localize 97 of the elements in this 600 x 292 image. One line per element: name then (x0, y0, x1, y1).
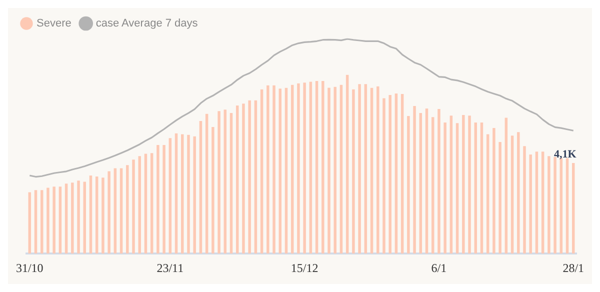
bar (566, 158, 569, 254)
bar (517, 132, 520, 254)
bar (462, 114, 465, 254)
x-tick-label: 28/1 (562, 260, 584, 275)
bar (364, 84, 368, 254)
bar (254, 100, 258, 254)
bar (278, 88, 282, 254)
bar (248, 100, 251, 254)
bar (328, 88, 330, 254)
bar (290, 84, 294, 254)
bar (150, 153, 154, 254)
bar (71, 182, 74, 254)
bar (212, 126, 214, 254)
bar (205, 114, 208, 254)
bar (419, 113, 422, 254)
x-tick-label: 6/1 (431, 260, 447, 275)
bar (181, 134, 184, 254)
bar (474, 122, 477, 254)
bar (548, 156, 550, 254)
x-tick-label: 15/12 (290, 260, 318, 275)
bar (468, 116, 471, 254)
bar (102, 178, 104, 254)
bar (266, 85, 270, 254)
annotation: 4,1K (554, 148, 577, 160)
bar (535, 152, 538, 254)
legend-label: Severe (36, 18, 72, 30)
bar (187, 134, 190, 254)
bar (486, 134, 490, 254)
bar (438, 108, 440, 254)
bar (400, 94, 404, 254)
bar (523, 146, 526, 254)
bar (297, 83, 300, 254)
bar (40, 190, 44, 254)
x-tick-label: 23/11 (156, 260, 184, 275)
bar (83, 182, 86, 254)
bar (64, 184, 68, 254)
x-tick-label: 31/10 (16, 260, 44, 275)
bar (224, 110, 227, 254)
bar (346, 74, 349, 254)
bar (95, 176, 98, 254)
bar (28, 192, 32, 254)
bar (504, 118, 508, 254)
bar (156, 145, 160, 254)
bar (492, 128, 496, 254)
bar (132, 160, 135, 254)
bar (260, 89, 264, 254)
bar (138, 156, 141, 254)
legend-label: case Average 7 days (96, 18, 198, 30)
bar (413, 106, 416, 254)
bar (162, 145, 166, 254)
bar (352, 89, 355, 254)
bar (322, 81, 324, 254)
bar (126, 165, 129, 254)
bar (480, 122, 484, 254)
bar (358, 84, 361, 254)
bar (340, 84, 343, 254)
bar (34, 190, 38, 254)
bar (572, 163, 575, 254)
bar (52, 186, 56, 254)
bar (120, 168, 123, 254)
bar (370, 88, 374, 254)
bar (174, 133, 178, 254)
bar (444, 122, 446, 254)
bar (431, 117, 434, 254)
bar (168, 138, 172, 254)
bar (407, 116, 410, 254)
bar (498, 142, 502, 254)
bar (315, 81, 318, 254)
bar (230, 113, 233, 254)
bar (108, 171, 110, 254)
bar (77, 180, 80, 254)
bar (199, 120, 202, 254)
bar (510, 136, 514, 254)
bar (242, 104, 245, 254)
bar (388, 95, 392, 254)
bar (218, 111, 220, 254)
bar (334, 86, 336, 254)
bar (114, 168, 117, 254)
bar (541, 152, 544, 254)
bar (456, 123, 459, 254)
bar (303, 82, 306, 254)
bar (376, 86, 380, 254)
bar (236, 106, 239, 254)
bar (89, 175, 92, 254)
bar (144, 154, 148, 254)
bar (58, 186, 62, 254)
bar (309, 82, 312, 254)
bar (425, 108, 428, 254)
bar (284, 88, 288, 254)
bar (394, 94, 398, 254)
bar (193, 136, 196, 254)
bar (46, 188, 50, 254)
bar (450, 116, 453, 254)
bar (529, 154, 532, 254)
bar (560, 158, 563, 254)
bar (382, 98, 386, 254)
bar (272, 85, 276, 254)
